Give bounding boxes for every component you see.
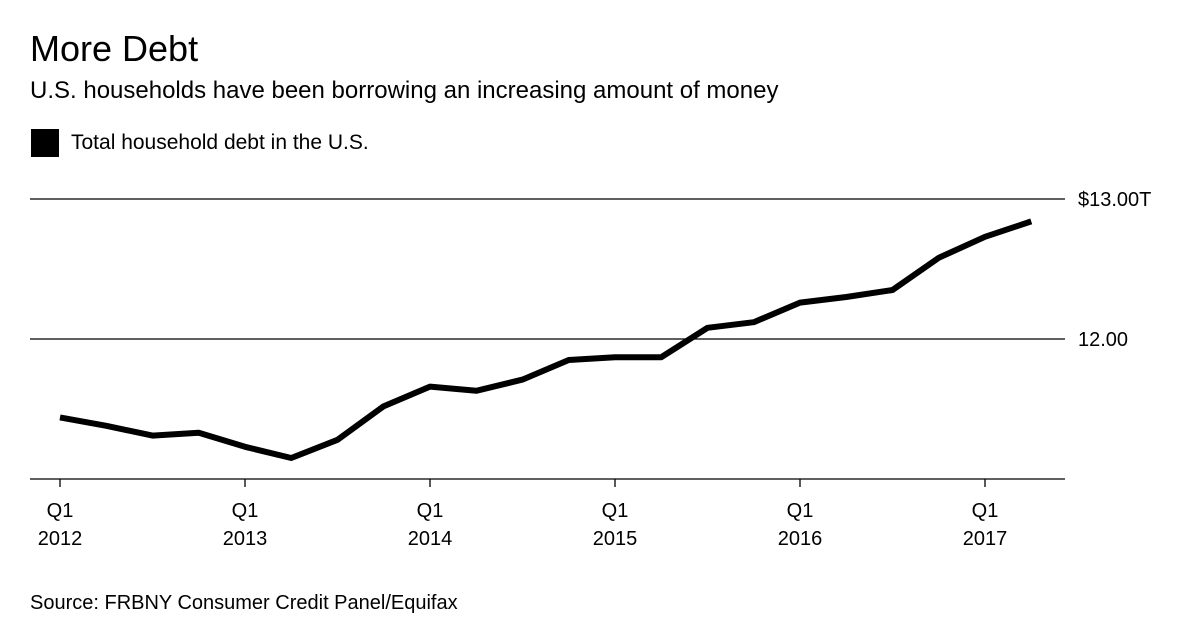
- y-tick-labels: $13.00T 12.00: [1078, 189, 1151, 351]
- x-tick-label-quarter: Q1: [417, 500, 444, 522]
- legend-swatch: [31, 129, 59, 157]
- gridlines: [30, 198, 1065, 340]
- x-axis: Q1 2012 Q1 2013 Q1 2014 Q1 2015 Q1 2016 Q1 2017: [30, 478, 1065, 550]
- x-tick-label-year: 2015: [593, 528, 638, 550]
- x-tick-label-quarter: Q1: [232, 500, 259, 522]
- x-tick-label-quarter: Q1: [787, 500, 814, 522]
- x-tick-label-quarter: Q1: [47, 500, 74, 522]
- y-tick-label: $13.00T: [1078, 189, 1151, 211]
- legend: Total household debt in the U.S.: [31, 129, 369, 157]
- x-tick-label-year: 2012: [38, 528, 83, 550]
- x-tick-label-year: 2016: [778, 528, 823, 550]
- source-note: Source: FRBNY Consumer Credit Panel/Equi…: [30, 592, 458, 614]
- series-line: [59, 218, 1033, 461]
- data-series: [59, 218, 1033, 461]
- y-tick-label: 12.00: [1078, 329, 1128, 351]
- x-tick-label-year: 2017: [963, 528, 1008, 550]
- x-tick-label-quarter: Q1: [972, 500, 999, 522]
- x-tick-label-year: 2014: [408, 528, 453, 550]
- chart-title: More Debt: [30, 28, 199, 69]
- x-tick-label-year: 2013: [223, 528, 268, 550]
- chart-subtitle: U.S. households have been borrowing an i…: [30, 77, 779, 104]
- x-tick-label-quarter: Q1: [602, 500, 629, 522]
- legend-label: Total household debt in the U.S.: [71, 131, 369, 154]
